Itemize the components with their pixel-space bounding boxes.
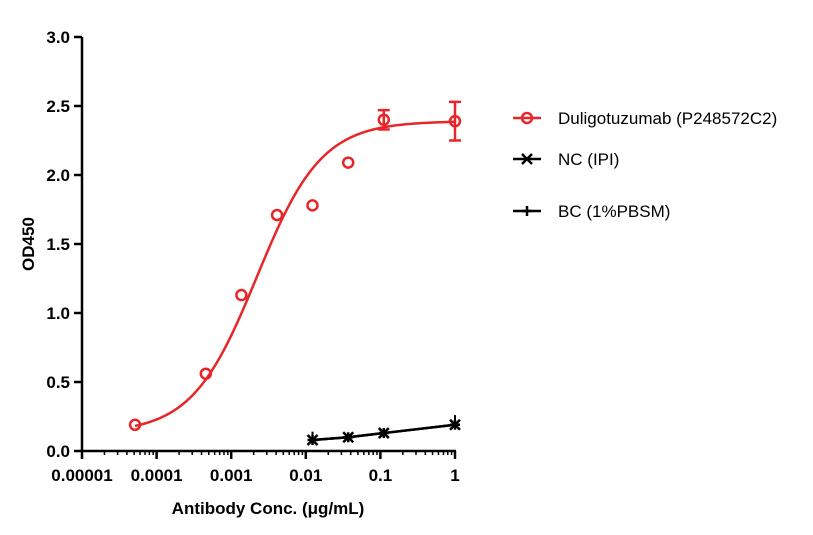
legend-label: BC (1%PBSM) (558, 202, 670, 221)
duligotuzumab-point (377, 113, 391, 127)
y-tick-label: 3.0 (46, 28, 70, 47)
legend-marker (520, 111, 534, 125)
y-tick-label: 0.0 (46, 442, 70, 461)
x-ticks: 0.00001 0.0001 0.001 0.01 0.1 1 (51, 451, 460, 485)
series-bc (307, 415, 460, 445)
legend-label: Duligotuzumab (P248572C2) (558, 109, 777, 128)
y-tick-label: 0.5 (46, 373, 70, 392)
duligotuzumab-point (199, 367, 213, 380)
duligotuzumab-point (270, 208, 284, 222)
nc-point (342, 431, 355, 444)
x-tick-label: 0.00001 (51, 466, 112, 485)
y-axis-title: OD450 (19, 217, 38, 271)
duligotuzumab-fit-curve (134, 120, 456, 428)
duligotuzumab-point (306, 199, 319, 212)
x-tick-label: 0.01 (289, 466, 322, 485)
plot-area (128, 100, 462, 446)
legend-label: NC (IPI) (558, 150, 619, 169)
nc-point (306, 434, 319, 446)
nc-point (449, 418, 461, 431)
legend-marker (522, 206, 532, 216)
x-tick-label: 1 (450, 466, 459, 485)
y-ticks: 0.0 0.5 1.0 1.5 2.0 2.5 3.0 (46, 28, 82, 461)
nc-line (312, 423, 456, 442)
duligotuzumab-point (341, 156, 355, 169)
duligotuzumab-point (448, 114, 462, 128)
y-tick-label: 1.5 (46, 235, 70, 254)
legend-item: NC (IPI) (513, 150, 619, 169)
x-tick-label: 0.1 (369, 466, 393, 485)
x-tick-label: 0.0001 (131, 466, 183, 485)
legend-item: BC (1%PBSM) (513, 202, 670, 221)
duligotuzumab-point (128, 418, 142, 432)
duligotuzumab-point (235, 288, 248, 302)
series-duligotuzumab (128, 100, 462, 432)
axes: 0.0 0.5 1.0 1.5 2.0 2.5 3.0 0.00001 0.0001 0.001… (19, 28, 460, 518)
legend-item: Duligotuzumab (P248572C2) (513, 109, 777, 128)
legend-marker (521, 153, 533, 165)
x-axis-title: Antibody Conc. (μg/mL) (172, 499, 365, 518)
y-tick-label: 2.0 (46, 166, 70, 185)
legend: Duligotuzumab (P248572C2) NC (IPI) BC (1%P… (513, 109, 777, 221)
nc-point (377, 427, 390, 439)
y-tick-label: 2.5 (46, 97, 70, 116)
y-tick-label: 1.0 (46, 304, 70, 323)
x-tick-label: 0.001 (210, 466, 253, 485)
series-nc (306, 418, 461, 446)
